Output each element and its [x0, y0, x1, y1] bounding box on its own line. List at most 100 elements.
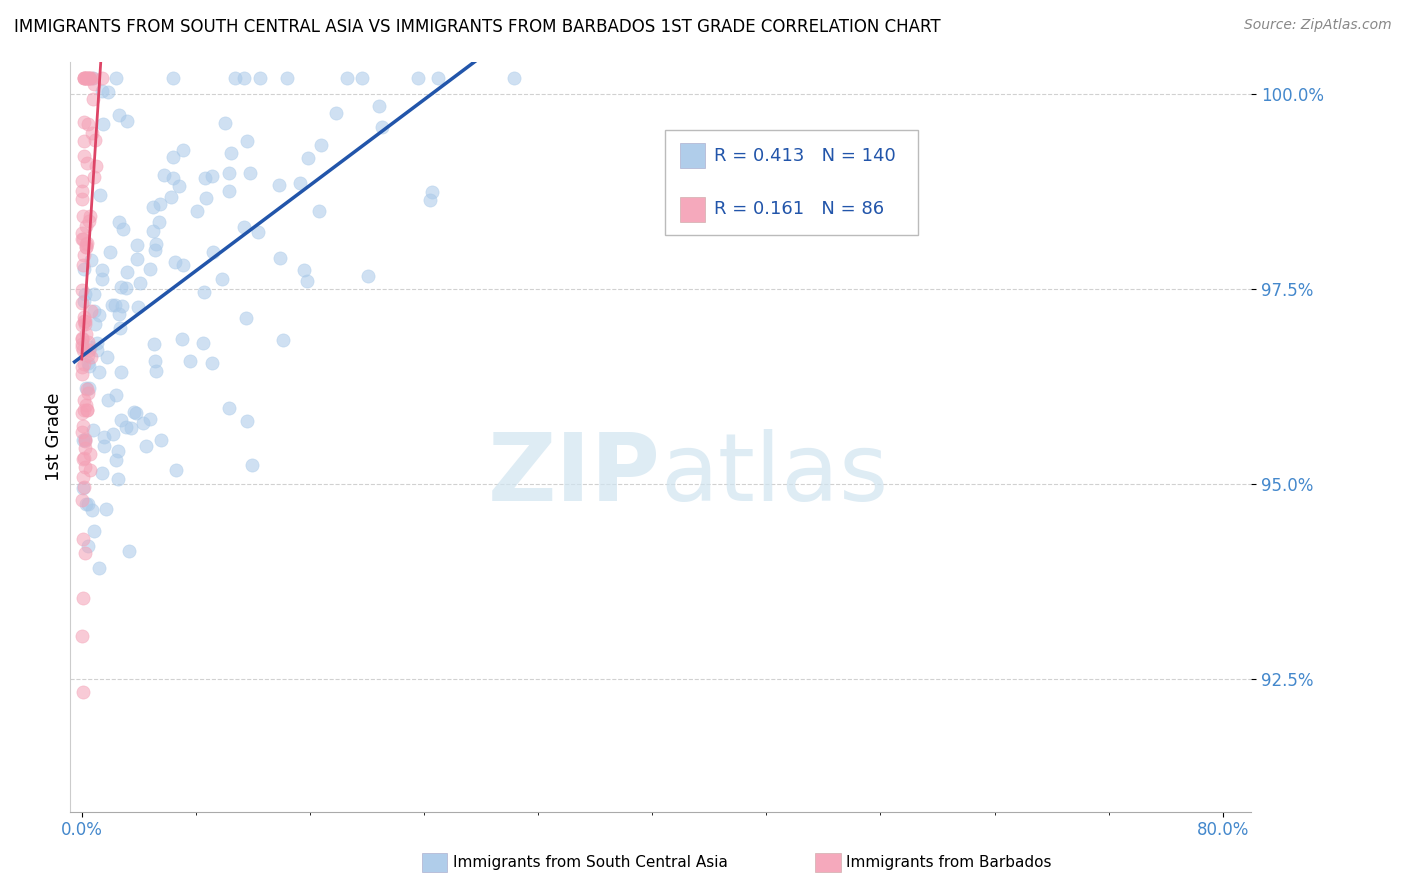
Point	[90, 71, 112, 86]
Point	[83, 317, 105, 331]
Point	[79, 381, 101, 395]
Point	[70, 283, 93, 297]
Point	[70, 192, 93, 206]
Point	[153, 168, 176, 182]
Point	[76, 385, 98, 400]
Point	[73, 134, 96, 148]
Point	[87, 366, 110, 380]
Point	[218, 184, 240, 198]
Point	[83, 287, 105, 301]
Point	[269, 251, 291, 265]
Point	[70, 226, 93, 240]
Point	[128, 276, 150, 290]
Y-axis label: 1st Grade: 1st Grade	[45, 392, 63, 482]
Point	[406, 71, 429, 86]
Point	[110, 365, 132, 379]
Point	[149, 433, 172, 447]
Point	[108, 306, 131, 320]
Point	[117, 543, 139, 558]
Point	[426, 71, 449, 86]
Point	[214, 116, 236, 130]
Point	[124, 405, 146, 419]
Point	[420, 185, 443, 199]
Point	[76, 118, 98, 132]
Point	[72, 532, 94, 546]
Point	[104, 71, 127, 86]
Point	[295, 274, 318, 288]
Point	[224, 71, 246, 86]
Point	[83, 77, 105, 91]
Point	[249, 71, 271, 86]
Point	[165, 463, 187, 477]
Text: Immigrants from South Central Asia: Immigrants from South Central Asia	[453, 855, 728, 870]
Point	[73, 71, 96, 86]
Point	[96, 350, 118, 364]
Point	[70, 331, 93, 345]
Point	[167, 178, 190, 193]
Point	[75, 326, 97, 341]
Point	[73, 262, 96, 277]
Point	[70, 232, 93, 246]
Point	[73, 293, 96, 308]
Point	[94, 501, 117, 516]
Point	[70, 296, 93, 310]
Point	[149, 197, 172, 211]
Point	[76, 403, 98, 417]
Point	[75, 460, 97, 475]
Point	[108, 215, 131, 229]
Point	[70, 492, 93, 507]
Point	[162, 150, 184, 164]
Point	[104, 298, 127, 312]
Point	[271, 334, 294, 348]
Point	[72, 115, 94, 129]
Point	[138, 412, 160, 426]
Point	[89, 561, 111, 575]
Text: Source: ZipAtlas.com: Source: ZipAtlas.com	[1244, 18, 1392, 32]
Point	[80, 304, 103, 318]
Point	[91, 263, 114, 277]
Text: IMMIGRANTS FROM SOUTH CENTRAL ASIA VS IMMIGRANTS FROM BARBADOS 1ST GRADE CORRELA: IMMIGRANTS FROM SOUTH CENTRAL ASIA VS IM…	[14, 18, 941, 36]
Point	[325, 105, 347, 120]
Point	[211, 272, 233, 286]
Point	[75, 381, 97, 395]
Point	[105, 388, 128, 402]
Point	[75, 71, 97, 86]
Point	[79, 341, 101, 355]
Point	[76, 402, 98, 417]
Point	[142, 336, 165, 351]
Point	[82, 92, 104, 106]
Point	[75, 236, 97, 251]
Point	[110, 280, 132, 294]
Point	[120, 421, 142, 435]
Point	[80, 252, 103, 267]
Point	[83, 170, 105, 185]
Point	[195, 192, 218, 206]
Point	[73, 310, 96, 324]
Point	[239, 166, 262, 180]
Point	[84, 159, 107, 173]
Point	[127, 252, 149, 266]
Point	[111, 222, 134, 236]
Text: R = 0.161   N = 86: R = 0.161 N = 86	[714, 201, 884, 219]
Point	[267, 178, 290, 192]
Point	[235, 134, 257, 148]
Point	[276, 71, 298, 86]
Point	[70, 336, 93, 351]
Point	[170, 332, 193, 346]
Point	[77, 539, 100, 553]
Point	[297, 151, 319, 165]
Point	[76, 356, 98, 370]
Point	[73, 441, 96, 455]
Point	[75, 71, 97, 86]
Point	[165, 255, 187, 269]
Point	[246, 225, 269, 239]
Point	[73, 71, 96, 86]
Point	[201, 356, 224, 370]
Point	[240, 458, 263, 472]
Point	[114, 281, 136, 295]
Point	[76, 71, 98, 86]
Point	[73, 248, 96, 262]
Point	[73, 480, 96, 494]
Point	[350, 71, 373, 86]
Point	[100, 298, 122, 312]
